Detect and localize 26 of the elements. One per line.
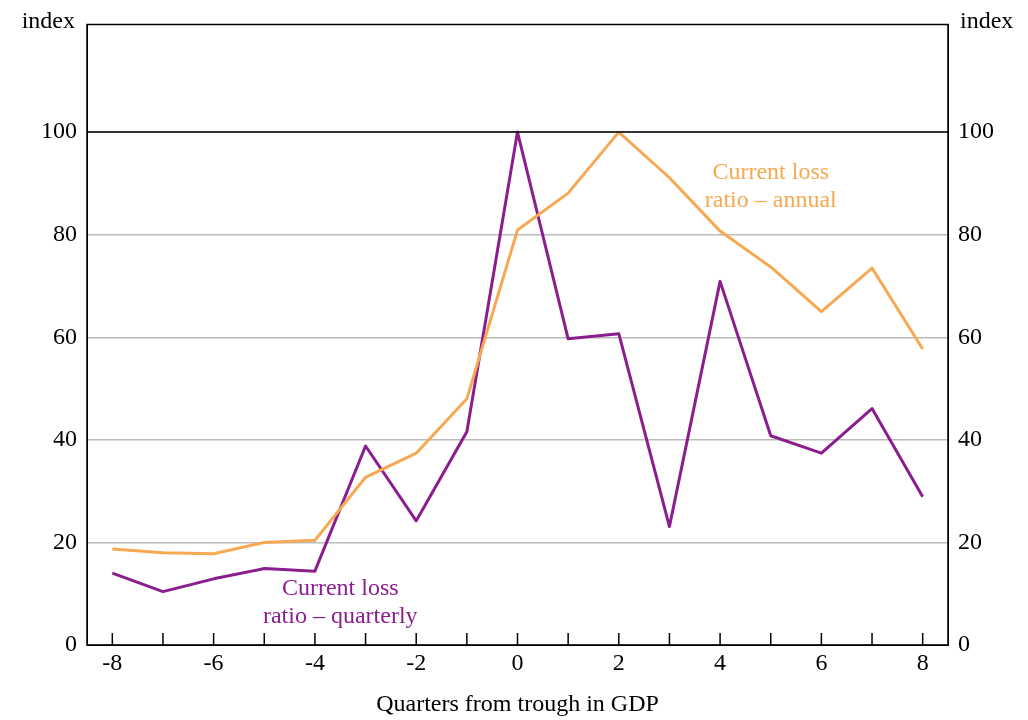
x-tick-label: -6	[203, 648, 224, 675]
x-tick-label: 0	[511, 648, 524, 675]
y-tick-label: 80	[53, 219, 77, 246]
y2-tick-label: 0	[958, 630, 970, 657]
x-tick-label: 8	[916, 648, 929, 675]
y2-tick-label: 60	[958, 322, 982, 349]
y-axis-title: index	[21, 7, 75, 34]
x-tick-label: 2	[612, 648, 625, 675]
x-tick-label: -2	[406, 648, 427, 675]
x-axis-title: Quarters from trough in GDP	[376, 690, 659, 717]
y2-tick-label: 80	[958, 219, 982, 246]
y2-axis-title: index	[960, 7, 1014, 34]
y-tick-label: 20	[53, 527, 77, 554]
y-tick-label: 40	[53, 425, 77, 452]
series-label: Current loss ratio – annual	[704, 158, 838, 213]
y2-tick-label: 100	[958, 117, 994, 144]
x-tick-label: 4	[714, 648, 727, 675]
x-tick-label: -8	[102, 648, 123, 675]
y2-tick-label: 20	[958, 527, 982, 554]
series-label: Current loss ratio – quarterly	[262, 573, 418, 628]
y-tick-label: 60	[53, 322, 77, 349]
y-tick-label: 100	[41, 117, 77, 144]
y-tick-label: 0	[65, 630, 77, 657]
x-tick-label: -4	[304, 648, 325, 675]
y2-tick-label: 40	[958, 425, 982, 452]
x-tick-label: 6	[815, 648, 828, 675]
